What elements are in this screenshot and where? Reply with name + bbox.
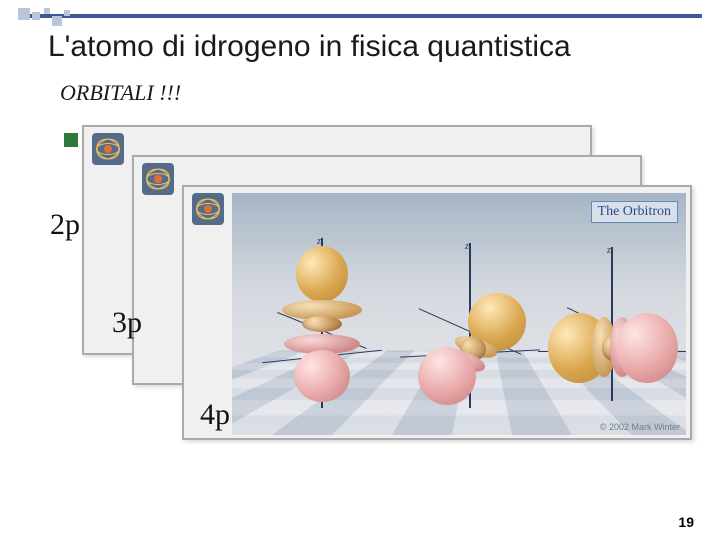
- orbital-viewer: The Orbitron z z: [232, 193, 686, 435]
- orbitron-logo: The Orbitron: [591, 201, 678, 223]
- label-2p: 2p: [50, 208, 80, 242]
- orbital-4py: z: [542, 251, 682, 401]
- orbital-card-4p: The Orbitron z z: [182, 185, 692, 440]
- label-4p: 4p: [200, 398, 230, 432]
- page-number: 19: [678, 514, 694, 530]
- atom-icon: [92, 133, 124, 165]
- slide-subtitle: ORBITALI !!!: [60, 80, 181, 106]
- atom-icon: [142, 163, 174, 195]
- bullet-icon: [64, 133, 78, 147]
- label-3p: 3p: [112, 306, 142, 340]
- orbital-4px: z: [400, 243, 540, 408]
- atom-icon: [192, 193, 224, 225]
- slide-title: L'atomo di idrogeno in fisica quantistic…: [48, 30, 571, 64]
- top-left-squares: [18, 8, 70, 24]
- orbital-4pz: z: [262, 238, 382, 408]
- viewer-copyright: © 2002 Mark Winter: [600, 422, 680, 432]
- top-border: [18, 14, 702, 18]
